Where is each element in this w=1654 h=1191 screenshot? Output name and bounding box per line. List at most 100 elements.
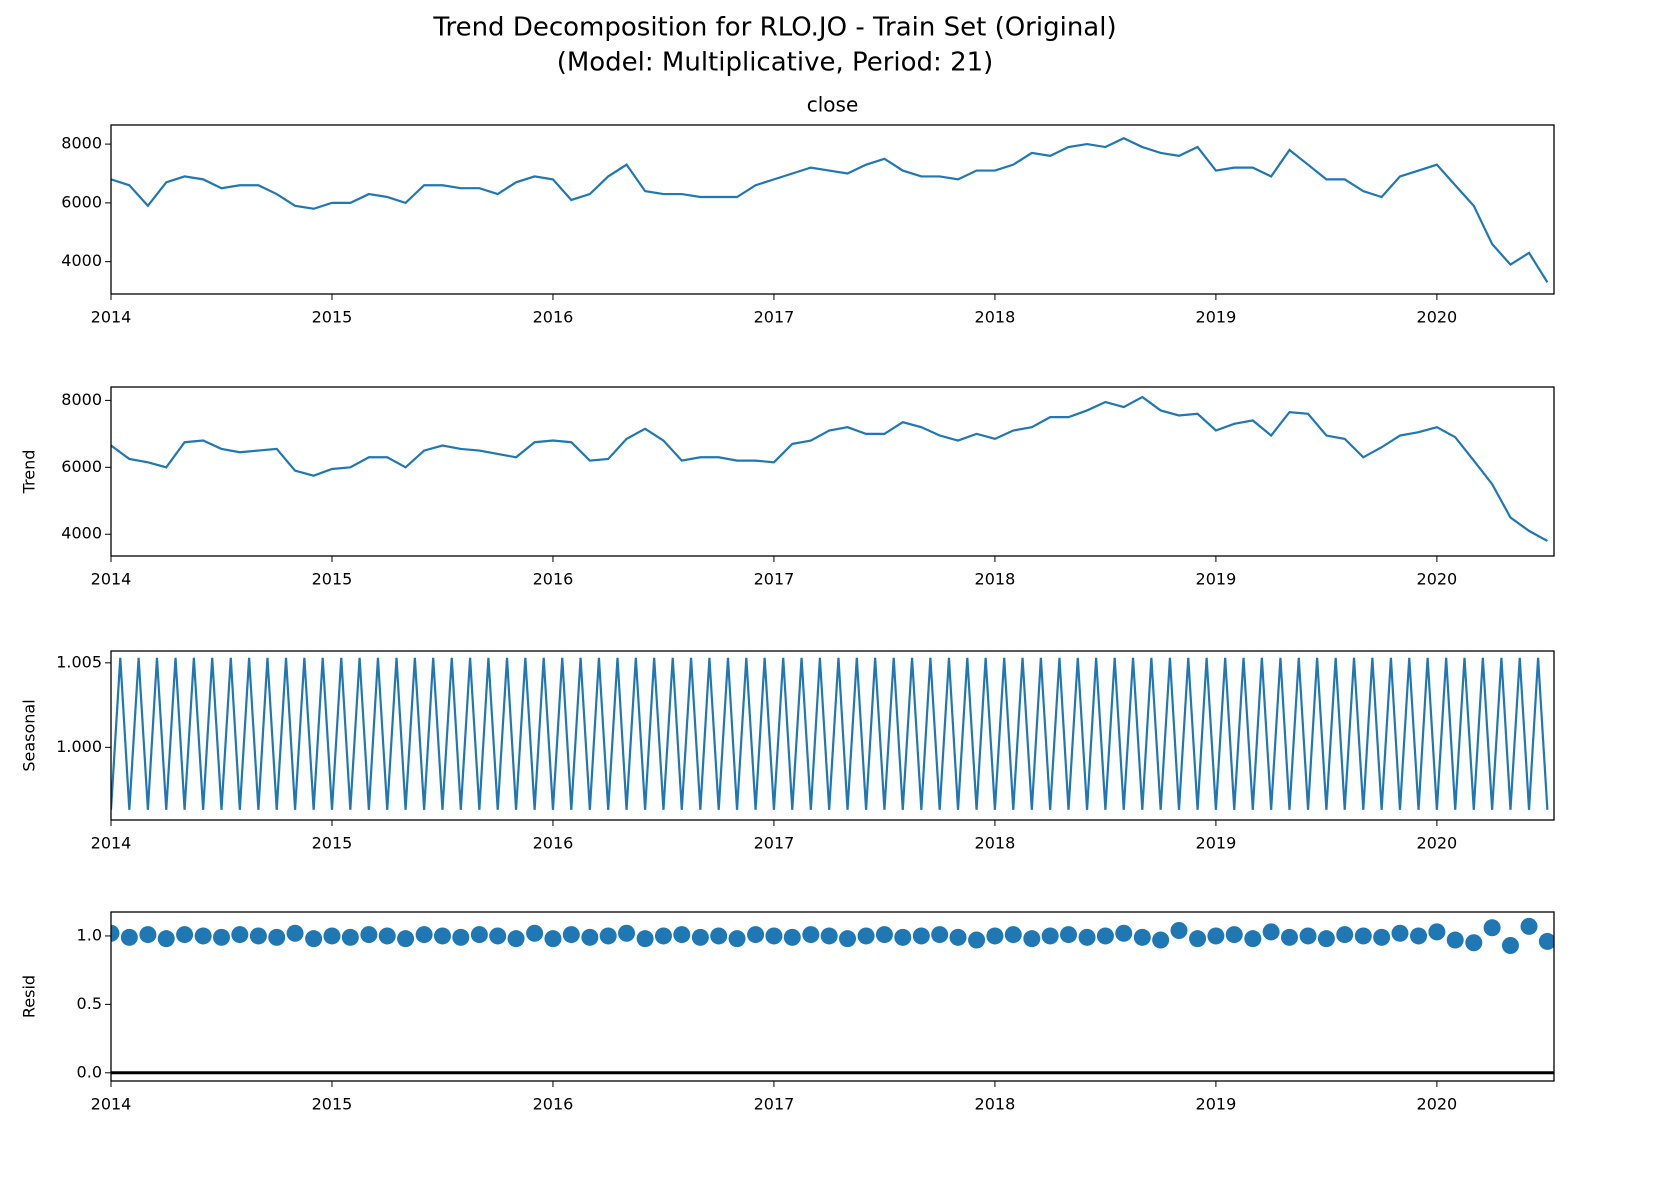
resid-point <box>433 927 451 945</box>
resid-point <box>691 928 709 946</box>
x-tick-label: 2019 <box>1196 1095 1237 1114</box>
y-tick-label: 1.005 <box>56 652 102 671</box>
resid-point <box>1244 930 1262 948</box>
y-tick-label: 4000 <box>61 524 102 543</box>
x-tick-label: 2015 <box>312 834 353 853</box>
resid-point <box>1225 926 1243 944</box>
x-tick-label: 2014 <box>91 570 132 589</box>
x-tick-label: 2014 <box>91 1095 132 1114</box>
plot-area <box>111 137 1549 283</box>
resid-point <box>636 930 654 948</box>
x-tick-label: 2016 <box>533 308 574 327</box>
resid-point <box>1189 930 1207 948</box>
resid-point <box>1538 932 1554 950</box>
x-tick-label: 2018 <box>975 570 1016 589</box>
x-tick-label: 2020 <box>1417 570 1458 589</box>
resid-point <box>1096 927 1114 945</box>
y-axis-label: Resid <box>20 975 39 1018</box>
resid-point <box>581 928 599 946</box>
resid-point <box>783 928 801 946</box>
x-tick-label: 2019 <box>1196 308 1237 327</box>
axes-frame <box>110 386 1555 557</box>
resid-point <box>1391 924 1409 942</box>
x-tick-label: 2017 <box>754 570 795 589</box>
resid-point <box>397 930 415 948</box>
resid-point <box>1207 927 1225 945</box>
resid-point <box>341 928 359 946</box>
resid-point <box>820 927 838 945</box>
resid-point <box>839 930 857 948</box>
resid-point <box>1115 924 1133 942</box>
axes-frame <box>110 124 1555 295</box>
resid-point <box>802 926 820 944</box>
resid-point <box>949 928 967 946</box>
x-tick-label: 2018 <box>975 308 1016 327</box>
x-tick-label: 2015 <box>312 570 353 589</box>
resid-point <box>212 928 230 946</box>
resid-point <box>526 924 544 942</box>
resid-point <box>1152 931 1170 949</box>
resid-point <box>1520 917 1538 935</box>
resid-point <box>470 926 488 944</box>
x-tick-label: 2014 <box>91 834 132 853</box>
resid-point <box>1465 934 1483 952</box>
resid-point <box>1373 928 1391 946</box>
resid-point <box>268 928 286 946</box>
resid-point <box>544 930 562 948</box>
figure-title: Trend Decomposition for RLO.JO - Train S… <box>432 13 1116 43</box>
resid-point <box>249 927 267 945</box>
y-axis-label: Trend <box>20 450 39 495</box>
resid-point <box>728 930 746 948</box>
x-tick-label: 2017 <box>754 308 795 327</box>
x-tick-label: 2014 <box>91 308 132 327</box>
resid-point <box>1060 926 1078 944</box>
resid-point <box>1317 930 1335 948</box>
resid-point <box>1004 926 1022 944</box>
resid-point <box>489 927 507 945</box>
resid-point <box>1299 927 1317 945</box>
x-tick-label: 2016 <box>533 570 574 589</box>
y-tick-label: 6000 <box>61 457 102 476</box>
x-tick-label: 2020 <box>1417 834 1458 853</box>
y-axis-label: Seasonal <box>20 699 39 771</box>
x-tick-label: 2019 <box>1196 570 1237 589</box>
x-tick-label: 2020 <box>1417 1095 1458 1114</box>
resid-point <box>1262 923 1280 941</box>
y-tick-label: 8000 <box>61 134 102 153</box>
resid-point <box>305 930 323 948</box>
y-tick-label: 1.000 <box>56 737 102 756</box>
resid-point <box>507 930 525 948</box>
resid-point <box>747 926 765 944</box>
resid-point <box>765 927 783 945</box>
resid-point <box>654 927 672 945</box>
x-tick-label: 2015 <box>312 1095 353 1114</box>
axes-frame <box>110 650 1555 821</box>
resid-point <box>1446 931 1464 949</box>
resid-point <box>176 926 194 944</box>
resid-point <box>194 927 212 945</box>
y-tick-label: 6000 <box>61 192 102 211</box>
resid-point <box>1336 926 1354 944</box>
plot-area <box>111 395 1548 542</box>
resid-point <box>875 926 893 944</box>
resid-point <box>673 926 691 944</box>
resid-point <box>562 926 580 944</box>
resid-point <box>415 926 433 944</box>
resid-point <box>1280 928 1298 946</box>
x-tick-label: 2020 <box>1417 308 1458 327</box>
resid-point <box>120 928 138 946</box>
y-tick-label: 4000 <box>61 251 102 270</box>
resid-point <box>1483 919 1501 937</box>
x-tick-label: 2017 <box>754 834 795 853</box>
plot-area <box>111 657 1549 810</box>
x-tick-label: 2016 <box>533 1095 574 1114</box>
y-tick-label: 1.0 <box>77 925 102 944</box>
resid-point <box>378 927 396 945</box>
resid-point <box>1078 928 1096 946</box>
resid-point <box>139 926 157 944</box>
x-tick-label: 2015 <box>312 308 353 327</box>
resid-point <box>1428 923 1446 941</box>
x-tick-label: 2019 <box>1196 834 1237 853</box>
